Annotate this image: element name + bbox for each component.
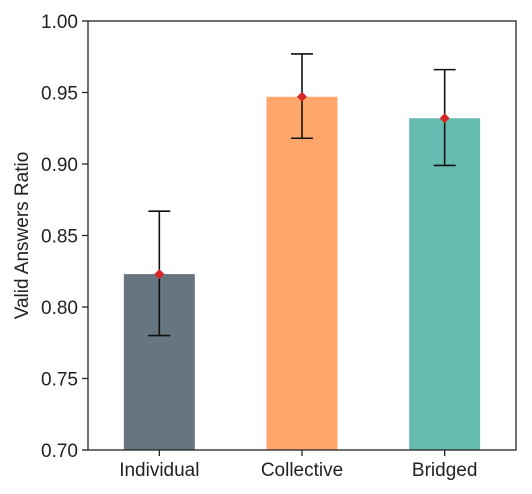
bar-collective [266,96,338,450]
mean-marker-collective [297,91,307,102]
y-axis-label: Valid Answers Ratio [12,152,33,320]
y-axis: 0.70 0.75 0.80 0.85 0.90 0.95 1.00 [41,12,88,462]
x-tick-label: Bridged [412,460,478,481]
x-tick-label: Individual [119,460,199,481]
bar-bridged [409,118,481,451]
y-tick-label: 0.95 [41,84,78,105]
mean-markers-group [154,91,450,280]
mean-marker-bridged [439,113,450,124]
y-tick-label: 0.80 [41,298,78,319]
mean-marker-individual [154,269,165,280]
y-tick-label: 1.00 [41,12,78,33]
bars-group [123,96,481,451]
x-tick-label: Collective [261,460,343,481]
x-axis: Individual Collective Bridged [119,450,477,481]
plot-frame [87,20,517,451]
y-tick-label: 0.70 [41,441,78,462]
y-tick-label: 0.90 [41,155,78,176]
y-tick-label: 0.85 [41,227,78,248]
y-tick-label: 0.75 [41,370,78,391]
